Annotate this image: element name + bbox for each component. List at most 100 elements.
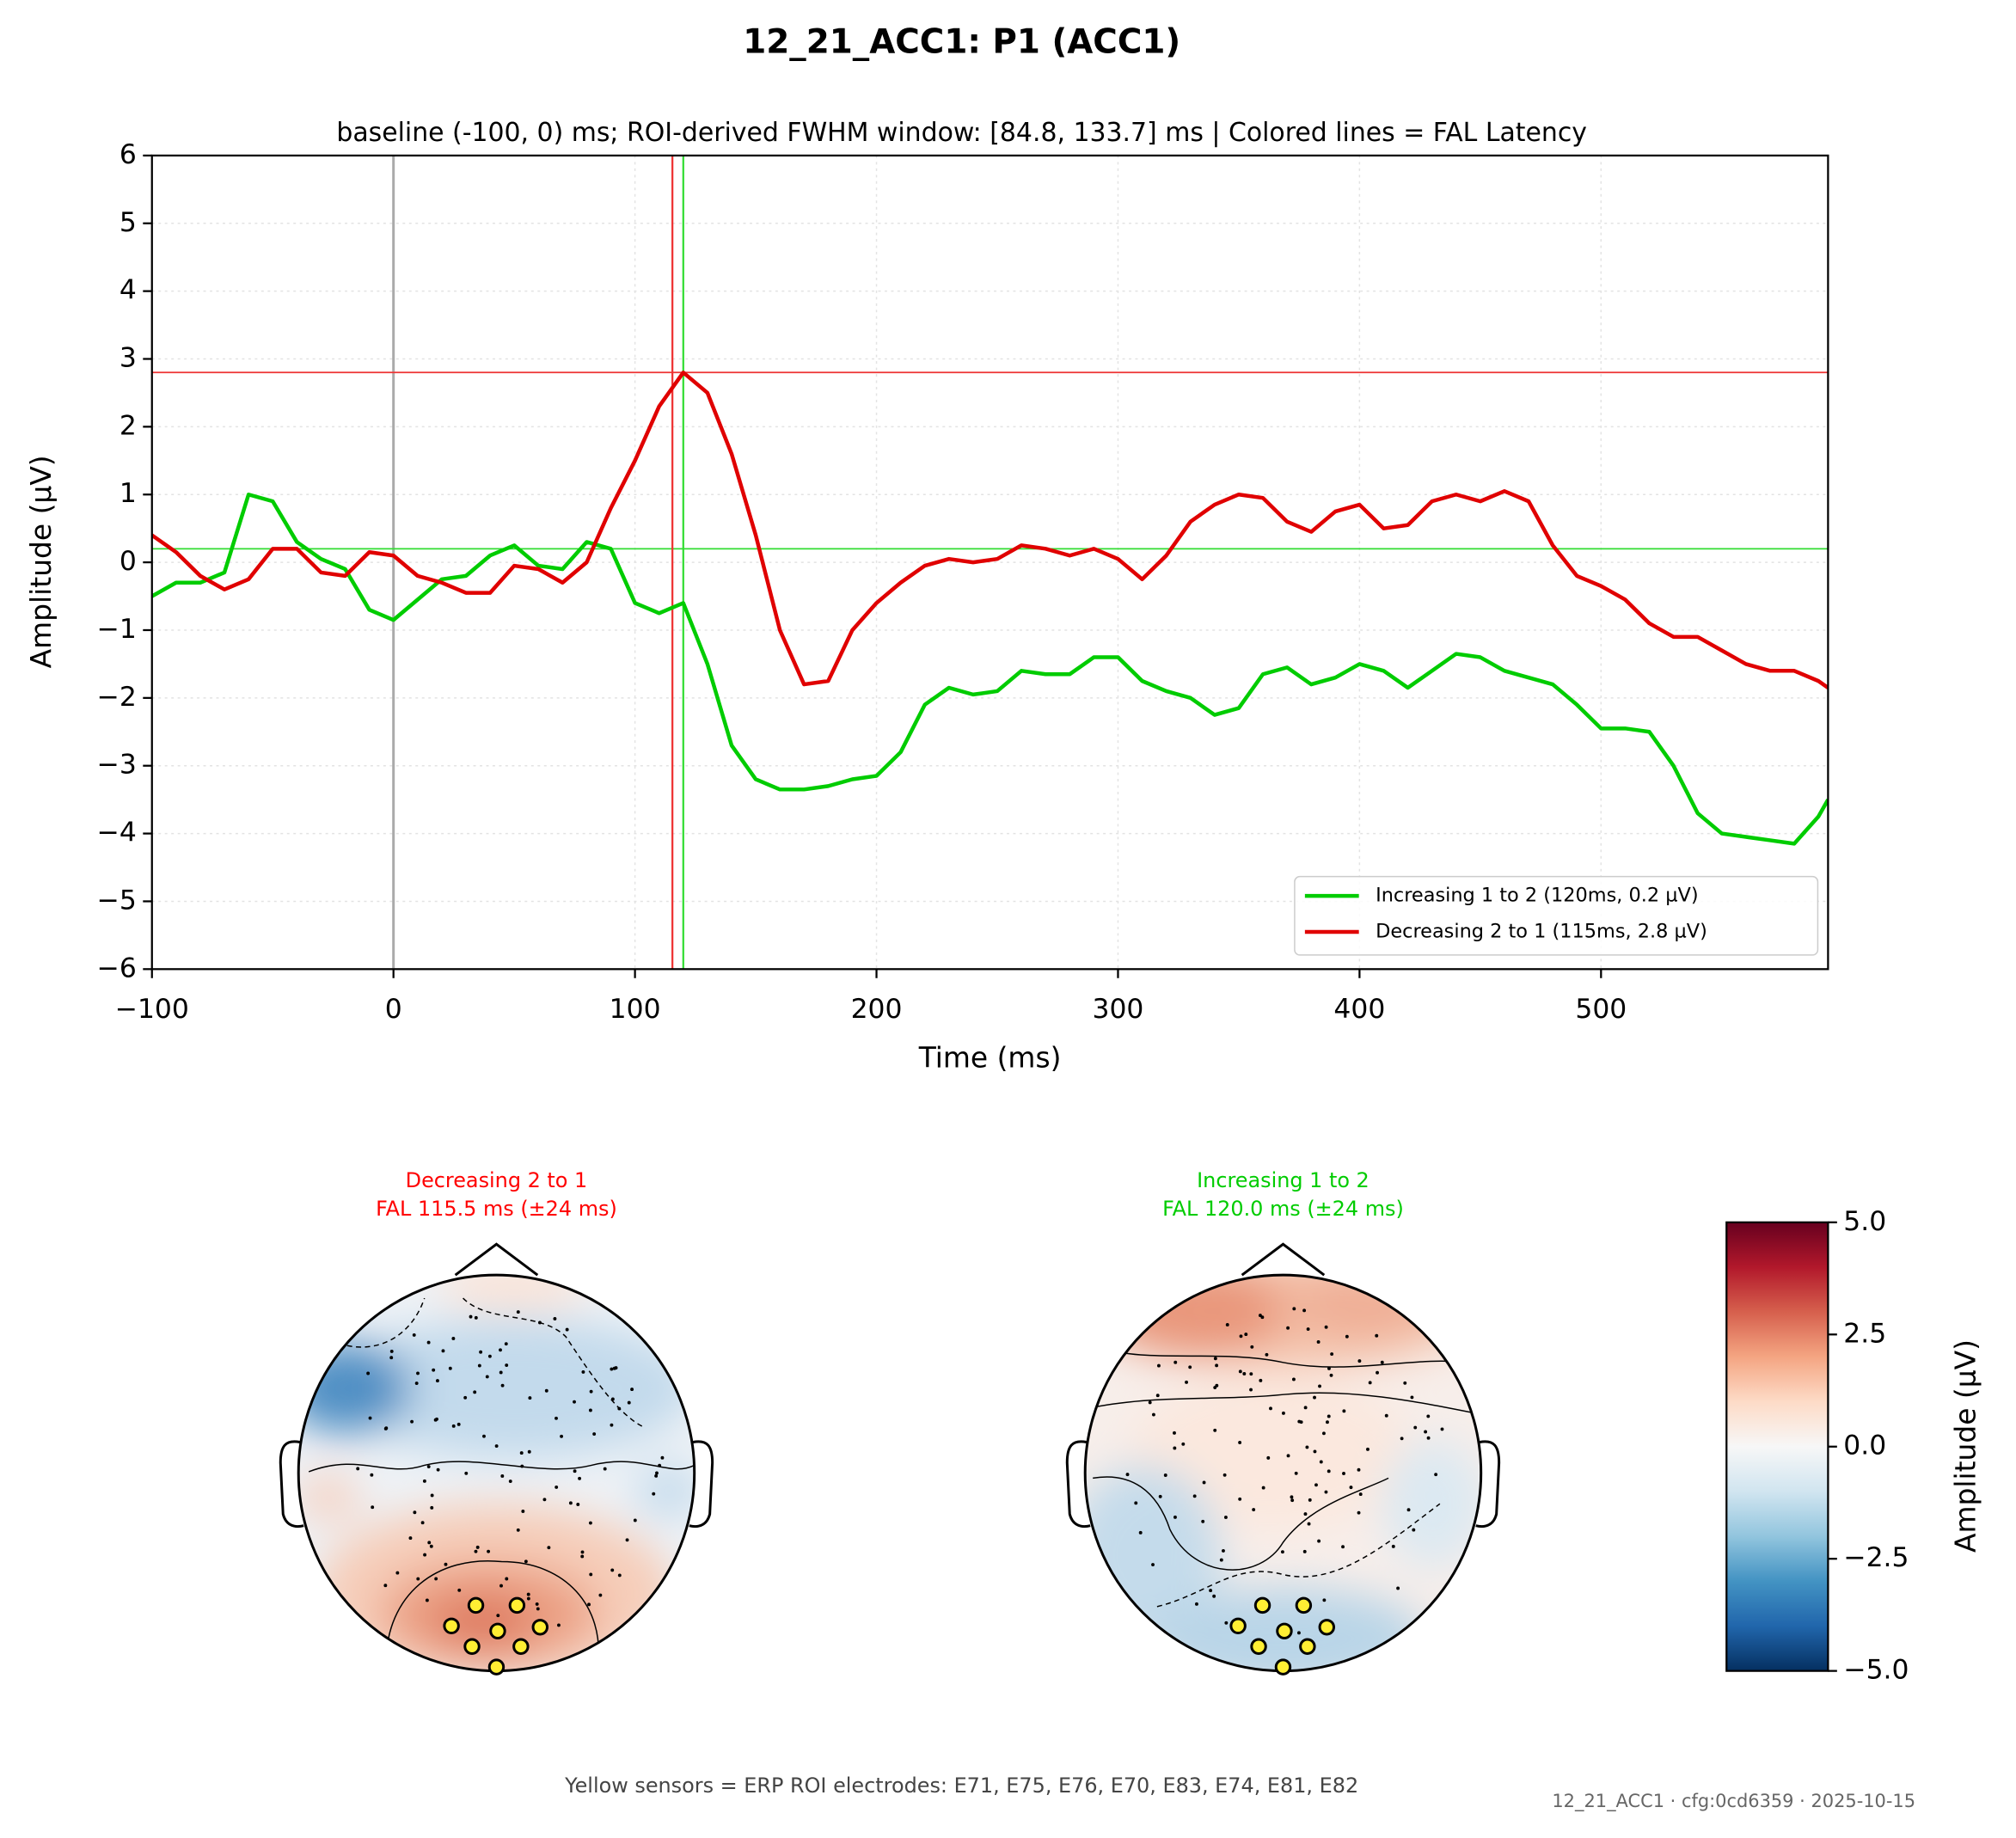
x-tick-label: 200 [851, 994, 903, 1025]
sensor-dot [1440, 1427, 1444, 1431]
sensor-dot [389, 1349, 394, 1353]
sensor-dot [1302, 1308, 1307, 1313]
sensor-dot [384, 1426, 389, 1431]
sensor-dot [1318, 1384, 1321, 1388]
sensor-dot [1342, 1409, 1346, 1413]
sensor-dot [500, 1474, 505, 1478]
roi-sensor [1299, 1638, 1316, 1655]
sensor-dot [414, 1382, 419, 1385]
x-tick-label: 400 [1333, 994, 1385, 1025]
colorbar-label: Amplitude (µV) [1948, 1339, 1982, 1553]
sensor-dot [1342, 1472, 1345, 1475]
colorbar [1725, 1221, 1829, 1672]
sensor-dot [1238, 1441, 1242, 1444]
sensor-dot [526, 1596, 530, 1601]
sensor-dot [1242, 1371, 1247, 1375]
sensor-dot [482, 1434, 486, 1438]
y-tick-label: 1 [119, 478, 137, 509]
sensor-dot [1292, 1307, 1296, 1311]
sensor-dot [368, 1416, 372, 1420]
sensor-dot [1307, 1522, 1311, 1526]
sensor-dot [469, 1314, 473, 1319]
roi-sensor [512, 1638, 530, 1655]
sensor-dot [535, 1602, 539, 1606]
sensor-dot [383, 1584, 388, 1588]
sensor-dot [580, 1554, 585, 1559]
sensor-dot [1215, 1363, 1219, 1368]
sensor-dot [1202, 1480, 1206, 1485]
sensor-dot [565, 1327, 569, 1332]
sensor-dot [1426, 1436, 1431, 1440]
sensor-dot [1313, 1395, 1316, 1400]
sensor-dot [580, 1550, 585, 1554]
sensor-dot [1225, 1323, 1229, 1326]
sensor-dot [475, 1545, 480, 1549]
y-tick-label: −6 [97, 953, 137, 983]
sensor-dot [474, 1549, 478, 1553]
sensor-dot [1410, 1395, 1414, 1400]
sensor-dot [652, 1492, 656, 1496]
sensor-dot [1173, 1431, 1176, 1435]
sensor-dot [444, 1562, 448, 1566]
topomap-title: FAL 120.0 ms (±24 ms) [1162, 1197, 1404, 1221]
sensor-dot [1249, 1372, 1253, 1376]
y-tick-label: 2 [119, 410, 137, 441]
sensor-dot [504, 1342, 508, 1346]
sensor-dot [356, 1467, 360, 1471]
sensor-dot [589, 1572, 593, 1577]
sensor-dot [1155, 1394, 1160, 1398]
y-tick-label: 0 [119, 546, 137, 577]
sensor-dot [420, 1521, 425, 1525]
sensor-dot [1213, 1386, 1217, 1389]
sensor-dot [427, 1541, 432, 1545]
sensor-dot [1280, 1550, 1284, 1554]
sensor-dot [568, 1501, 573, 1505]
sensor-dot [430, 1493, 434, 1498]
subtitle: baseline (-100, 0) ms; ROI-derived FWHM … [336, 118, 1587, 148]
topomap-title: Decreasing 2 to 1 [406, 1168, 588, 1192]
sensor-dot [408, 1536, 413, 1541]
roi-sensor [508, 1596, 526, 1614]
sensor-dot [1188, 1365, 1192, 1369]
sensor-dot [1299, 1420, 1303, 1424]
sensor-dot [451, 1424, 456, 1428]
sensor-dot [1238, 1369, 1242, 1374]
footer-note: Yellow sensors = ERP ROI electrodes: E71… [564, 1774, 1358, 1798]
topomap-field [298, 1275, 695, 1671]
sensor-dot [1341, 1545, 1345, 1549]
sensor-dot [1303, 1406, 1308, 1410]
sensor-dot [1173, 1360, 1178, 1364]
roi-sensor [531, 1619, 548, 1636]
sensor-dot [630, 1388, 634, 1392]
y-tick-label: −5 [97, 885, 137, 916]
sensor-dot [654, 1473, 659, 1478]
sensor-dot [485, 1375, 489, 1379]
sensor-dot [366, 1371, 371, 1375]
roi-sensor [1229, 1617, 1247, 1635]
sensor-dot [1250, 1345, 1254, 1349]
sensor-dot [537, 1320, 542, 1325]
sensor-dot [1265, 1352, 1269, 1357]
roi-sensor [1318, 1619, 1336, 1636]
sensor-dot [542, 1498, 547, 1502]
sensor-dot [434, 1577, 438, 1581]
legend-label: Increasing 1 to 2 (120ms, 0.2 µV) [1376, 885, 1699, 907]
sensor-dot [658, 1463, 662, 1467]
y-tick-label: 5 [119, 207, 137, 238]
sensor-dot [1266, 1455, 1271, 1460]
y-axis-label: Amplitude (µV) [24, 455, 58, 668]
sensor-dot [429, 1544, 433, 1548]
sensor-dot [1238, 1497, 1242, 1501]
sensor-dot [1173, 1515, 1177, 1519]
sensor-dot [1296, 1631, 1301, 1635]
sensor-dot [516, 1528, 520, 1532]
sensor-dot [610, 1423, 614, 1427]
sensor-dot [1316, 1340, 1321, 1344]
sensor-dot [520, 1464, 524, 1468]
roi-sensor [463, 1638, 481, 1655]
sensor-dot [410, 1419, 414, 1424]
sensor-dot [547, 1546, 551, 1550]
sensor-dot [413, 1510, 417, 1515]
sensor-dot [1138, 1530, 1143, 1535]
sensor-dot [526, 1592, 530, 1596]
